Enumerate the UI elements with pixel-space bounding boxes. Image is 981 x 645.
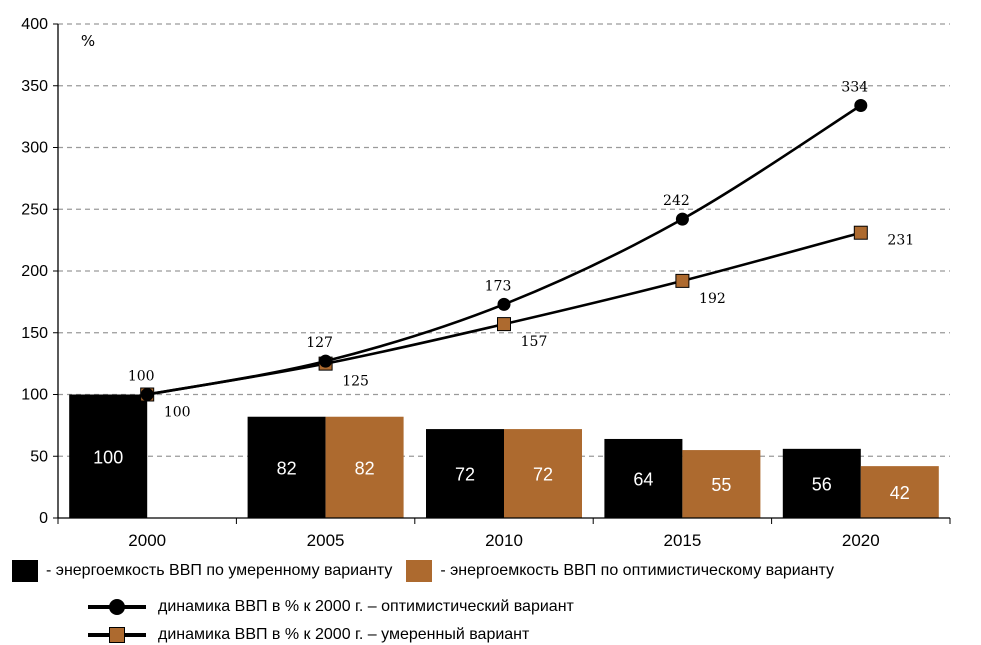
marker-optimistic [854,99,868,113]
y-tick-label: 350 [21,78,48,95]
bar-value-label: 100 [93,447,123,467]
marker-optimistic [140,388,154,401]
legend-label-moderate-bar: - энергоемкость ВВП по умеренному вариан… [46,562,393,579]
legend-swatch-moderate-line [88,625,146,645]
legend-label-moderate-line: динамика ВВП в % к 2000 г. – умеренный в… [158,626,530,643]
x-tick-label: 2015 [663,531,701,550]
point-label-moderate: 231 [887,233,914,249]
marker-moderate [675,273,690,288]
legend-label-optimistic-line: динамика ВВП в % к 2000 г. – оптимистиче… [158,598,574,615]
y-tick-label: 150 [21,325,48,342]
bar-optimistic [504,429,582,518]
bar-optimistic [325,416,404,518]
y-tick-label: 0 [39,510,48,527]
legend-swatch-moderate-bar [12,560,38,582]
bar-value-label: 55 [711,475,731,495]
marker-moderate [497,317,511,332]
point-label-optimistic: 127 [306,335,333,351]
x-tick-label: 2020 [842,531,880,550]
bar-value-label: 42 [890,483,910,503]
bar-value-label: 82 [277,458,297,478]
marker-optimistic [497,297,511,311]
bar-value-label: 72 [533,465,553,485]
legend-swatch-optimistic-bar [406,560,433,582]
point-label-moderate: 157 [521,334,548,350]
marker-moderate [853,225,868,240]
y-tick-label: 200 [21,263,48,280]
bar-value-label: 56 [812,474,832,494]
bar-optimistic [682,450,761,518]
y-tick-label: 50 [30,448,48,465]
bar-moderate [247,416,326,518]
point-label-optimistic: 334 [841,80,868,96]
bar-optimistic [860,466,939,518]
point-label-optimistic: 173 [485,278,512,294]
legend-swatch-optimistic-line [88,597,146,617]
bar-value-label: 72 [455,465,475,485]
y-tick-label: 400 [21,16,48,33]
marker-optimistic [675,212,689,226]
y-tick-label: 300 [21,140,48,157]
bar-moderate [604,438,683,518]
bar-value-label: 82 [355,458,375,478]
y-tick-label: 250 [21,201,48,218]
legend-label-optimistic-bar: - энергоемкость ВВП по оптимистическому … [440,562,834,579]
unit-label: % [81,32,95,50]
point-label-optimistic: 242 [663,193,690,209]
bar-moderate [426,429,504,518]
point-label-moderate: 125 [342,374,369,390]
bar-moderate [782,448,861,518]
point-label-moderate: 100 [164,405,191,421]
y-tick-label: 100 [21,387,48,404]
point-label-optimistic: 100 [128,369,155,385]
legend-bars: - энергоемкость ВВП по умеренному вариан… [12,560,834,582]
x-tick-label: 2005 [307,531,345,550]
bar-value-label: 64 [633,469,653,489]
bar-moderate [69,394,148,518]
legend-line-moderate: динамика ВВП в % к 2000 г. – умеренный в… [88,625,529,645]
x-tick-label: 2010 [485,531,523,550]
x-tick-label: 2000 [128,531,166,550]
line-optimistic [146,104,862,396]
marker-optimistic [319,354,333,368]
point-label-moderate: 192 [699,291,726,307]
legend-line-optimistic: динамика ВВП в % к 2000 г. – оптимистиче… [88,597,574,617]
line-moderate [146,231,862,396]
